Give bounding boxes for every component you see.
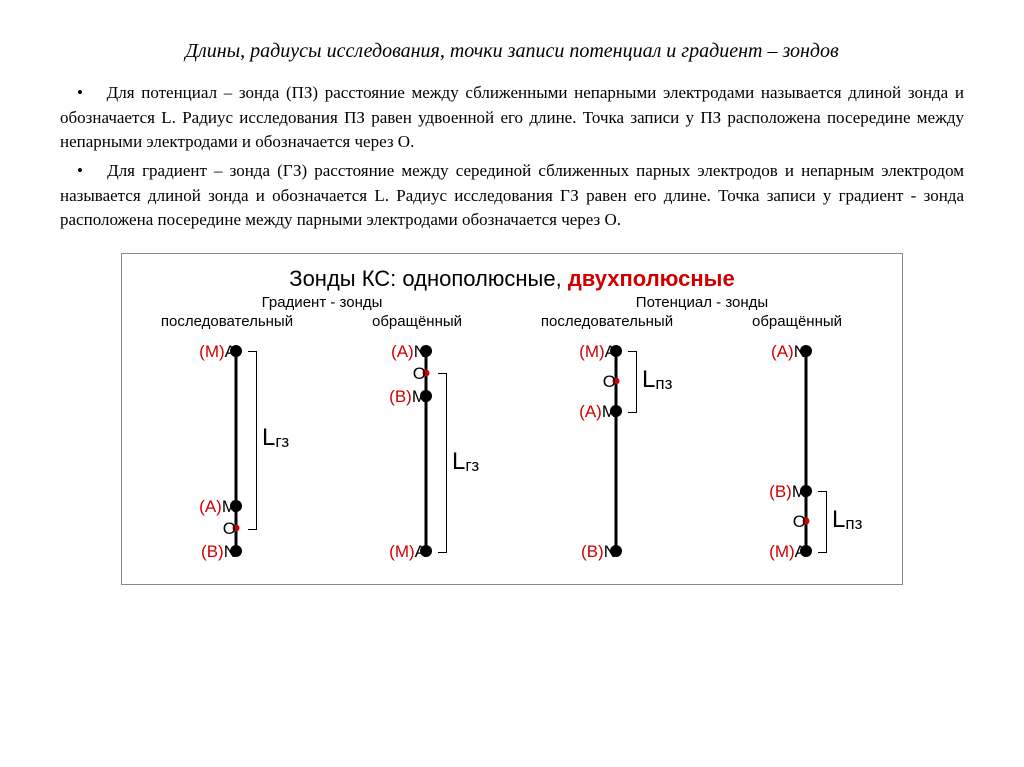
electrode-paren: (M) [199, 342, 224, 361]
electrode-label: (A)N [771, 342, 806, 362]
electrode-main: A [795, 542, 806, 561]
electrode-label: (A)N [391, 342, 426, 362]
electrode-main: A [225, 342, 236, 361]
electrode-main: A [415, 542, 426, 561]
length-label: Lгз [262, 424, 289, 452]
bullet-icon: • [60, 159, 100, 184]
electrode-paren: (A) [391, 342, 414, 361]
length-label: Lгз [452, 448, 479, 476]
electrode-label: (M)A [579, 342, 616, 362]
subtype-row: последовательный обращённый последовател… [132, 313, 892, 330]
electrode-paren: (M) [389, 542, 414, 561]
electrode-main: N [794, 342, 806, 361]
fig-title-sep: , [556, 266, 568, 291]
probe-grad-rev: (A)N (B)M (M)A O Lгз [332, 336, 502, 566]
electrode-label: (B)M [389, 387, 426, 407]
group-gradient-label: Градиент - зонды [132, 294, 512, 311]
fig-title-prefix: Зонды КС: [289, 266, 402, 291]
length-label: Lпз [832, 506, 862, 534]
probe-pot-rev: (A)N(B)M(M)AOLпз [712, 336, 882, 566]
length-bracket [438, 373, 447, 553]
electrode-label: (M)A [769, 542, 806, 562]
sub-seq-1: последовательный [132, 313, 322, 330]
record-point-label: O [603, 372, 616, 392]
electrode-label: (M)A [389, 542, 426, 562]
electrode-paren: (B) [581, 542, 604, 561]
figure-container: Зонды КС: однополюсные, двухполюсные Гра… [121, 253, 903, 585]
page-title: Длины, радиусы исследования, точки запис… [60, 40, 964, 63]
record-point-label: O [413, 364, 426, 384]
fig-title-bi: двухполюсные [568, 266, 735, 291]
group-potential-label: Потенциал - зонды [512, 294, 892, 311]
sub-seq-2: последовательный [512, 313, 702, 330]
electrode-main: A [605, 342, 616, 361]
electrode-paren: (A) [199, 497, 222, 516]
probe-grad-seq: (M)A(A)M(B)NOLгз [142, 336, 312, 566]
electrode-label: (A)M [199, 497, 236, 517]
electrode-main: N [224, 542, 236, 561]
electrode-paren: (M) [769, 542, 794, 561]
electrode-main: M [412, 387, 426, 406]
paragraph-2: • Для градиент – зонда (ГЗ) расстояние м… [60, 159, 964, 233]
electrode-label: (M)A [199, 342, 236, 362]
figure-title: Зонды КС: однополюсные, двухполюсные [132, 266, 892, 292]
electrode-label: (B)M [769, 482, 806, 502]
electrode-paren: (B) [201, 542, 224, 561]
bullet-icon: • [60, 81, 100, 106]
electrode-paren: (M) [579, 342, 604, 361]
record-point-label: O [793, 512, 806, 532]
record-point-label: O [223, 519, 236, 539]
length-bracket [818, 491, 827, 553]
fig-title-mono: однополюсные [402, 266, 555, 291]
length-bracket [628, 351, 637, 413]
electrode-label: (A)M [579, 402, 616, 422]
electrode-main: N [604, 542, 616, 561]
electrode-main: N [414, 342, 426, 361]
para1-text: Для потенциал – зонда (ПЗ) расстояние ме… [60, 83, 964, 151]
length-label: Lпз [642, 366, 672, 394]
electrode-main: M [222, 497, 236, 516]
length-bracket [248, 351, 257, 530]
paragraph-1: • Для потенциал – зонда (ПЗ) расстояние … [60, 81, 964, 155]
electrode-paren: (A) [579, 402, 602, 421]
electrode-main: M [792, 482, 806, 501]
sub-rev-1: обращённый [322, 313, 512, 330]
probe-pot-seq: (M)A (A)M (B)N O Lпз [522, 336, 692, 566]
electrode-paren: (B) [769, 482, 792, 501]
electrode-label: (B)N [201, 542, 236, 562]
sub-rev-2: обращённый [702, 313, 892, 330]
electrode-label: (B)N [581, 542, 616, 562]
para2-text: Для градиент – зонда (ГЗ) расстояние меж… [60, 161, 964, 229]
probes-row: (M)A(A)M(B)NOLгз(A)N(B)M(M)AOLгз(M)A(A)M… [132, 336, 892, 566]
group-header-row: Градиент - зонды Потенциал - зонды [132, 294, 892, 311]
electrode-main: M [602, 402, 616, 421]
electrode-paren: (A) [771, 342, 794, 361]
electrode-paren: (B) [389, 387, 412, 406]
